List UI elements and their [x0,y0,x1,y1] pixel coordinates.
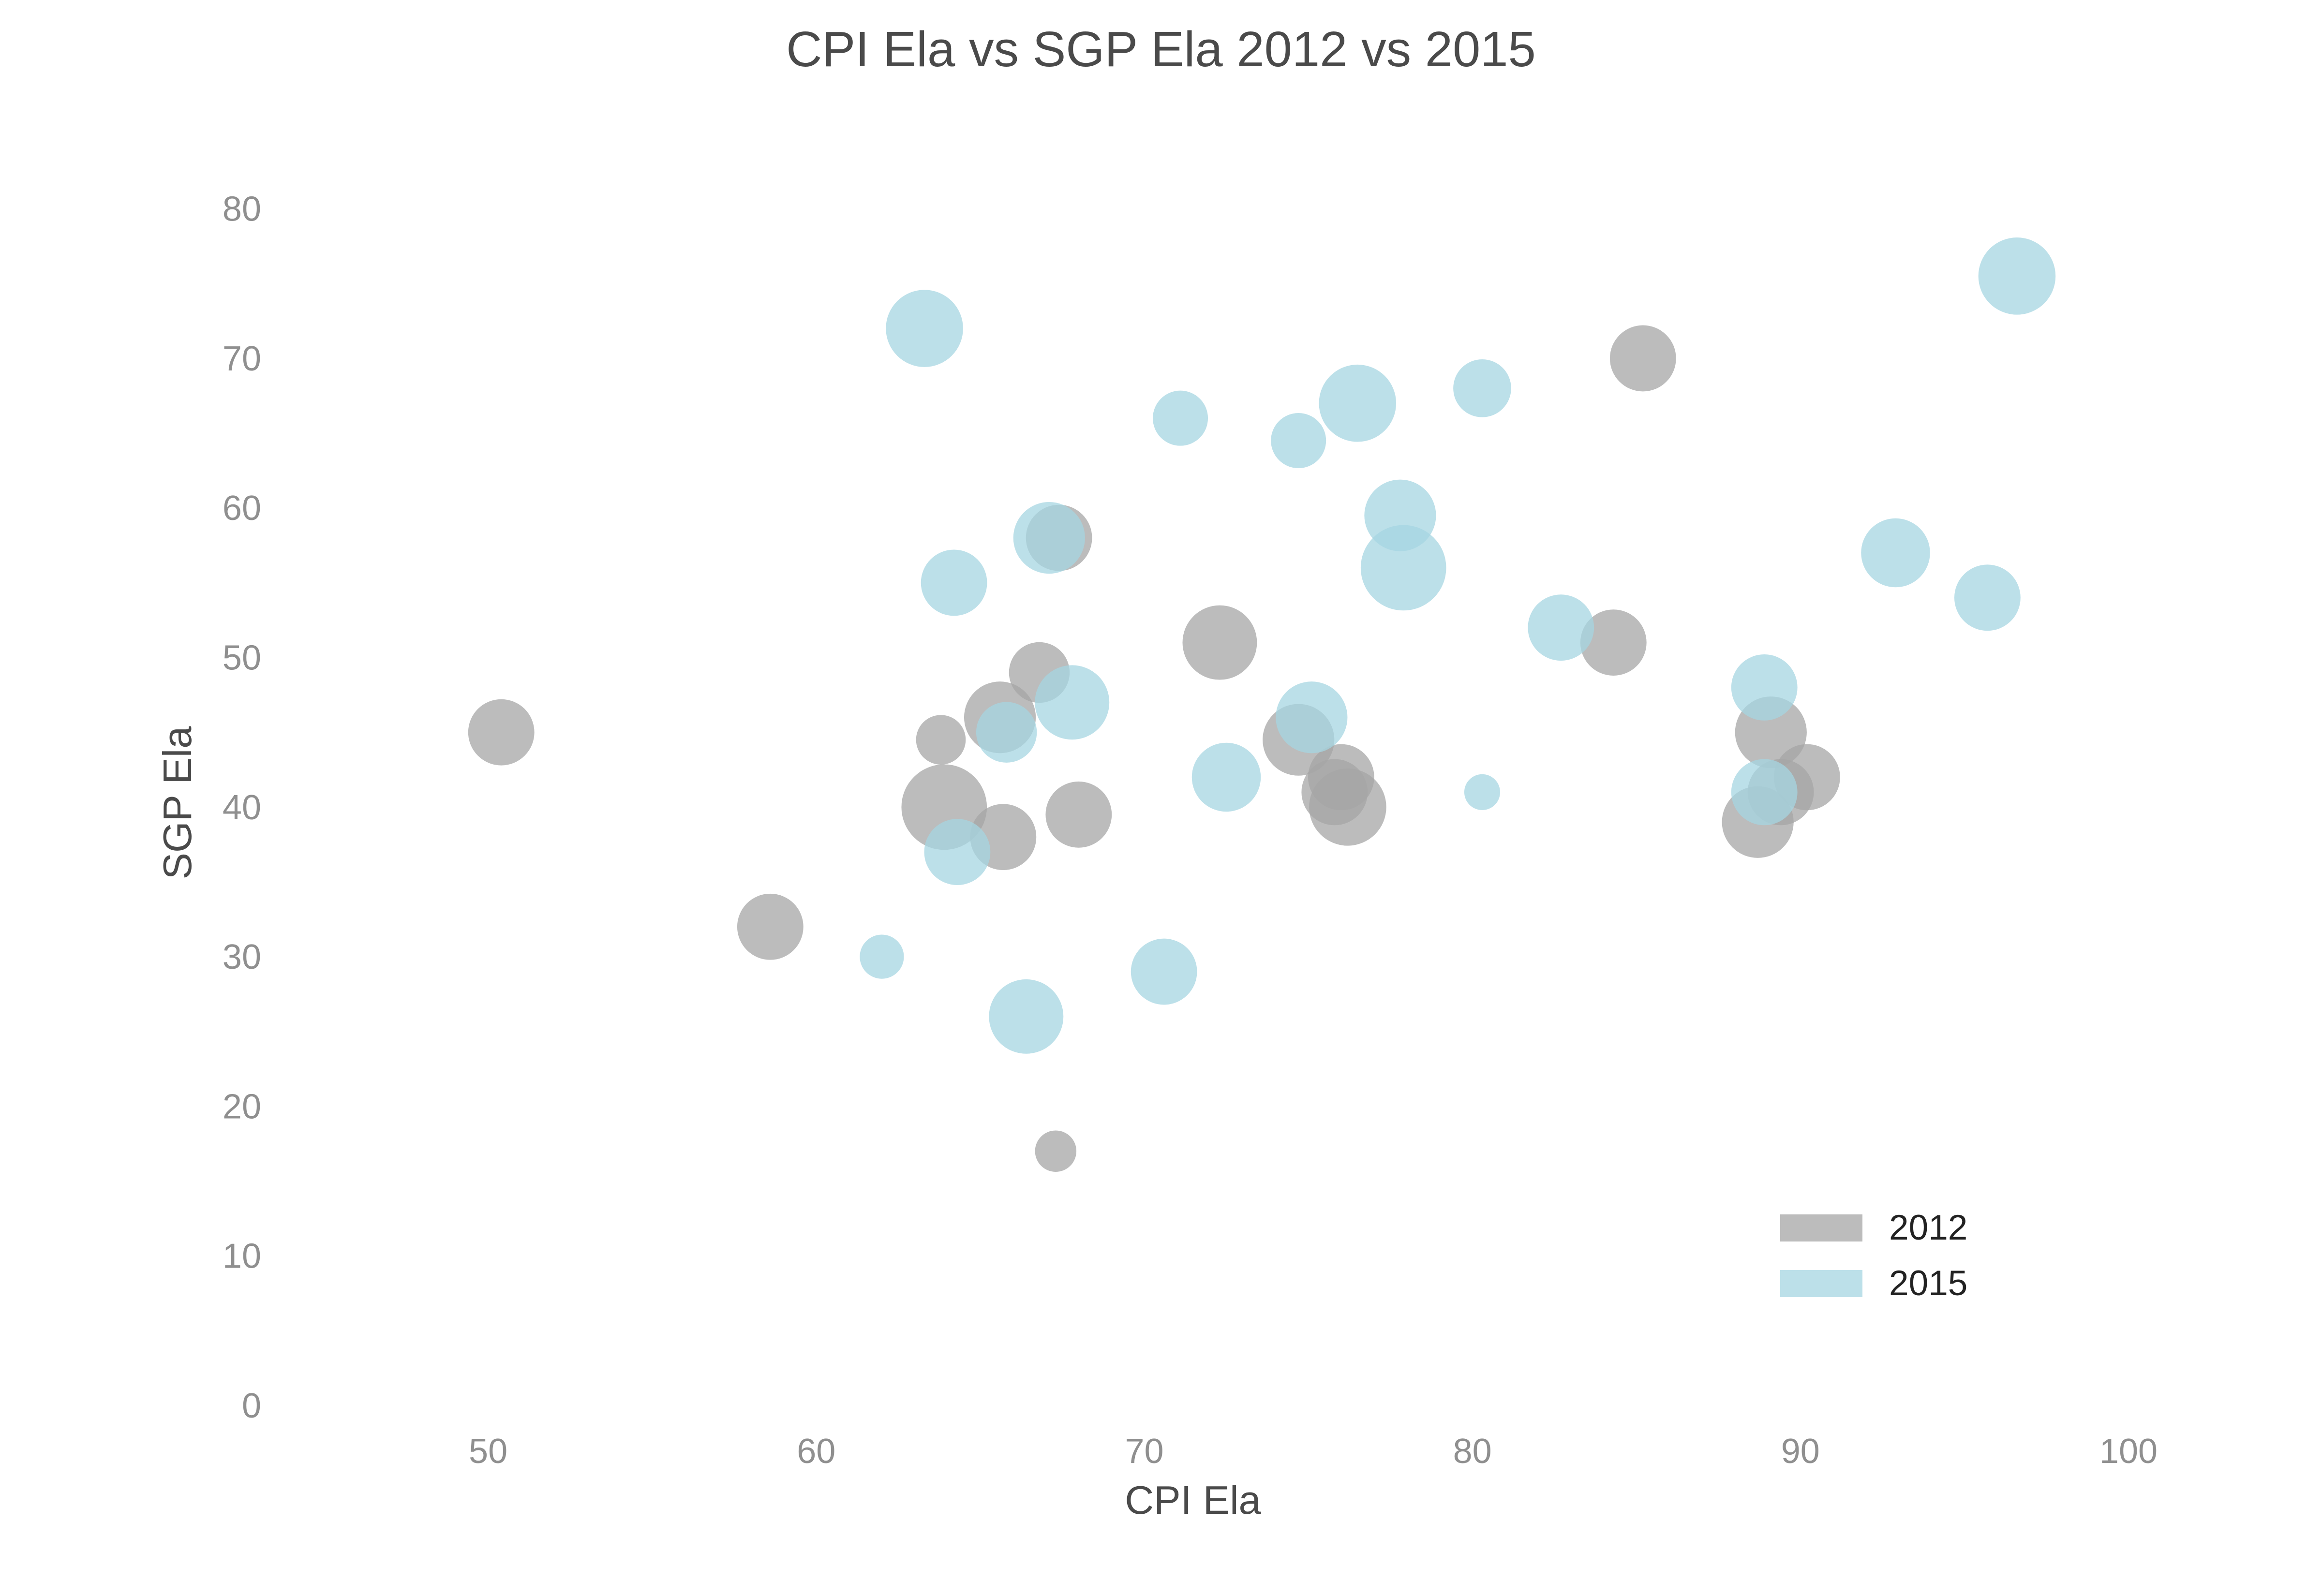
x-axis-label: CPI Ela [1125,1478,1261,1522]
point-2015 [1528,594,1594,661]
y-tick-label: 30 [223,938,261,976]
point-2015 [924,819,991,886]
y-tick-label: 0 [242,1387,261,1425]
point-2015 [1954,564,2021,631]
point-2015 [1731,654,1798,721]
x-tick-label: 100 [2099,1432,2158,1471]
point-2015 [1861,518,1930,588]
x-tick-label: 90 [1781,1432,1820,1471]
point-2015 [1319,364,1397,442]
legend: 2012 2015 [1780,1208,1967,1303]
point-2015 [1131,938,1197,1005]
y-tick-label: 60 [223,489,261,528]
point-2012 [1045,781,1112,848]
point-2015 [1191,742,1261,812]
x-tick-label: 50 [469,1432,507,1471]
x-axis-ticks: 50 60 70 80 90 100 [469,1432,2158,1471]
point-2012 [916,715,966,765]
point-2012 [1035,1130,1077,1172]
point-2012 [1609,325,1676,392]
x-tick-label: 80 [1453,1432,1492,1471]
point-2012 [1309,768,1386,846]
point-2012 [1182,605,1257,680]
point-2015 [989,979,1064,1054]
y-tick-label: 40 [223,788,261,827]
point-2015 [1035,665,1110,740]
point-2015 [860,934,904,979]
point-2012 [1580,609,1647,676]
point-2015 [1013,502,1085,574]
y-tick-label: 70 [223,340,261,378]
chart-title: CPI Ela vs SGP Ela 2012 vs 2015 [786,21,1536,77]
point-2015 [1276,681,1348,754]
point-2015 [976,702,1037,763]
point-2012 [737,893,804,960]
point-2015 [1453,359,1511,417]
data-points [468,237,2056,1172]
point-2015 [1978,237,2056,315]
point-2015 [1153,390,1208,446]
legend-item: 2015 [1780,1264,1967,1303]
y-axis-label: SGP Ela [155,726,200,880]
legend-swatch [1780,1270,1862,1297]
series-2015 [860,237,2056,1054]
point-2015 [1271,413,1326,469]
y-tick-label: 50 [223,639,261,678]
point-2015 [921,549,987,616]
legend-item: 2012 [1780,1208,1967,1247]
point-2012 [468,699,535,766]
point-2015 [1731,759,1798,826]
series-2012 [468,325,1840,1172]
point-2015 [886,290,963,367]
y-tick-label: 80 [223,190,261,229]
y-tick-label: 20 [223,1087,261,1126]
y-axis-ticks: 0 10 20 30 40 50 60 70 80 [223,190,261,1425]
legend-label: 2012 [1889,1208,1967,1247]
y-tick-label: 10 [223,1237,261,1276]
x-tick-label: 70 [1125,1432,1163,1471]
point-2015 [1360,525,1446,611]
legend-label: 2015 [1889,1264,1967,1303]
legend-swatch [1780,1214,1862,1241]
point-2015 [1464,774,1501,810]
x-tick-label: 60 [797,1432,835,1471]
